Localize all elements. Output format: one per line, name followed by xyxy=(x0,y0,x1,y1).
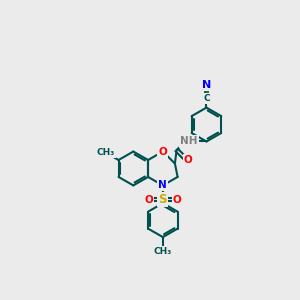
Text: C: C xyxy=(203,94,210,103)
Text: N: N xyxy=(202,80,211,90)
Text: N: N xyxy=(158,180,167,190)
Text: O: O xyxy=(144,195,153,205)
Text: O: O xyxy=(184,155,193,165)
Text: O: O xyxy=(173,195,182,205)
Text: CH₃: CH₃ xyxy=(154,247,172,256)
Text: O: O xyxy=(158,146,167,157)
Text: CH₃: CH₃ xyxy=(97,148,115,157)
Text: NH: NH xyxy=(180,136,198,146)
Text: S: S xyxy=(159,193,167,206)
